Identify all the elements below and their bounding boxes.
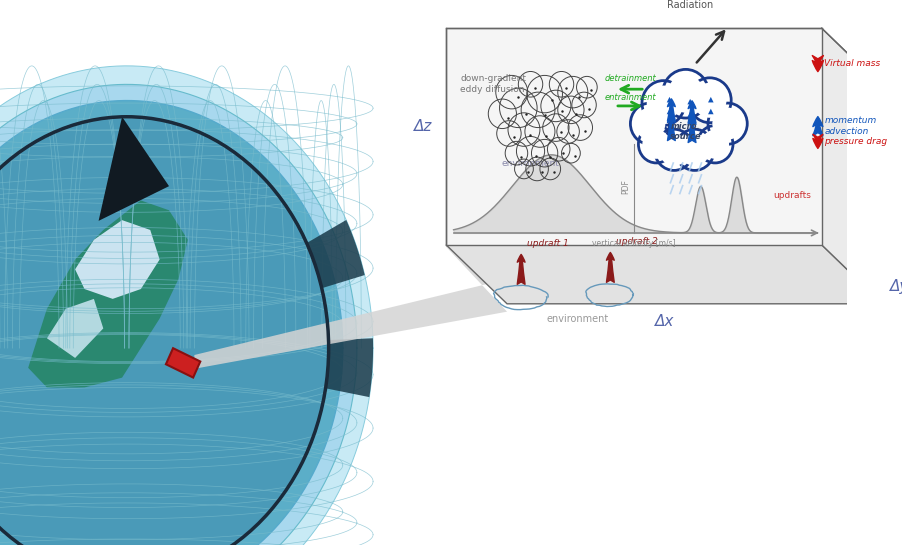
Circle shape [642,130,670,159]
Circle shape [662,69,709,118]
Text: updrafts: updrafts [773,191,811,200]
Circle shape [693,83,726,118]
Text: Radiation: Radiation [667,1,713,10]
Polygon shape [75,220,160,299]
Polygon shape [822,28,883,304]
Circle shape [688,78,732,123]
Text: vertical velocity [m/s]: vertical velocity [m/s] [592,239,676,248]
Polygon shape [307,220,364,288]
Circle shape [630,103,669,144]
Ellipse shape [0,101,343,545]
Text: updraft 2: updraft 2 [616,237,658,246]
Polygon shape [194,240,507,369]
Text: Δy: Δy [890,278,902,294]
Text: down-gradient
eddy diffusion: down-gradient eddy diffusion [460,75,526,94]
Ellipse shape [0,84,357,545]
Circle shape [635,107,666,140]
Circle shape [647,86,680,120]
Text: momentum
advection: momentum advection [824,117,877,136]
Circle shape [667,75,704,113]
Text: micro.
source: micro. source [669,122,701,141]
Polygon shape [326,338,373,397]
Circle shape [713,107,743,140]
Circle shape [679,134,710,166]
Circle shape [675,129,714,171]
Text: entrainment: entrainment [604,93,656,102]
Ellipse shape [0,117,328,545]
Circle shape [655,129,694,171]
Text: updraft 1: updraft 1 [527,239,568,247]
Circle shape [642,81,685,125]
Polygon shape [47,299,104,358]
Polygon shape [98,117,169,221]
Text: environment: environment [547,313,609,324]
Text: Δz: Δz [413,119,432,134]
Circle shape [639,125,674,163]
Text: PDF: PDF [621,179,630,195]
Text: Virtual mass: Virtual mass [824,59,880,68]
Text: Δx: Δx [655,314,674,329]
Text: environment: environment [502,159,560,168]
Circle shape [658,134,689,166]
Polygon shape [166,348,200,378]
Ellipse shape [0,117,328,545]
Text: detrainment: detrainment [604,74,656,83]
Ellipse shape [0,66,373,545]
Circle shape [697,125,733,163]
Polygon shape [446,245,883,304]
Polygon shape [446,28,822,245]
Circle shape [701,130,729,159]
Polygon shape [28,201,188,387]
Circle shape [708,103,747,144]
Text: pressure drag: pressure drag [824,137,888,146]
